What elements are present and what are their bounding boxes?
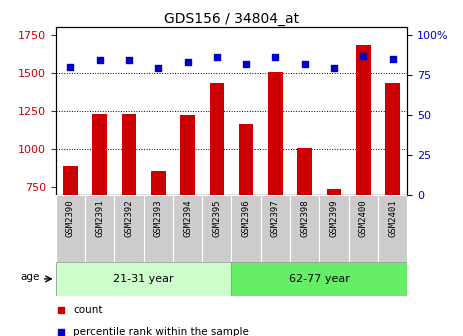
Bar — [319, 195, 349, 262]
Bar — [349, 195, 378, 262]
Text: GSM2398: GSM2398 — [300, 200, 309, 237]
Text: GSM2394: GSM2394 — [183, 200, 192, 237]
Point — [301, 61, 308, 67]
Bar — [180, 115, 195, 195]
Point — [389, 56, 396, 61]
Text: GSM2392: GSM2392 — [125, 200, 133, 237]
Bar — [121, 114, 136, 195]
Point — [213, 54, 220, 60]
Bar — [232, 195, 261, 262]
Bar — [378, 195, 407, 262]
Point — [184, 59, 191, 65]
Bar — [173, 195, 202, 262]
Bar — [232, 262, 407, 296]
Text: GSM2396: GSM2396 — [242, 200, 250, 237]
Bar — [63, 166, 78, 195]
Text: GSM2400: GSM2400 — [359, 200, 368, 237]
Bar — [356, 45, 371, 195]
Bar — [239, 124, 254, 195]
Point — [272, 54, 279, 60]
Point — [331, 66, 338, 71]
Bar — [290, 195, 319, 262]
Bar — [92, 114, 107, 195]
Text: GSM2397: GSM2397 — [271, 200, 280, 237]
Point — [243, 61, 250, 67]
Text: percentile rank within the sample: percentile rank within the sample — [73, 327, 249, 336]
Point — [125, 58, 132, 63]
Bar — [385, 83, 400, 195]
Text: GSM2391: GSM2391 — [95, 200, 104, 237]
Bar — [261, 195, 290, 262]
Point — [67, 64, 74, 70]
Bar — [268, 72, 283, 195]
Text: 21-31 year: 21-31 year — [113, 274, 174, 284]
Bar — [209, 83, 224, 195]
Text: GSM2401: GSM2401 — [388, 200, 397, 237]
Text: GSM2393: GSM2393 — [154, 200, 163, 237]
Text: age: age — [21, 272, 40, 282]
Bar — [151, 171, 166, 195]
Point — [360, 53, 367, 58]
Bar — [56, 262, 232, 296]
Bar — [202, 195, 232, 262]
Title: GDS156 / 34804_at: GDS156 / 34804_at — [164, 12, 299, 26]
Bar — [327, 189, 342, 195]
Text: count: count — [73, 305, 103, 315]
Bar — [297, 148, 312, 195]
Bar — [56, 195, 85, 262]
Point — [96, 58, 103, 63]
Text: GSM2395: GSM2395 — [213, 200, 221, 237]
Text: GSM2390: GSM2390 — [66, 200, 75, 237]
Point — [155, 66, 162, 71]
Bar — [144, 195, 173, 262]
Text: GSM2399: GSM2399 — [330, 200, 338, 237]
Bar — [114, 195, 144, 262]
Bar — [85, 195, 114, 262]
Text: 62-77 year: 62-77 year — [289, 274, 350, 284]
